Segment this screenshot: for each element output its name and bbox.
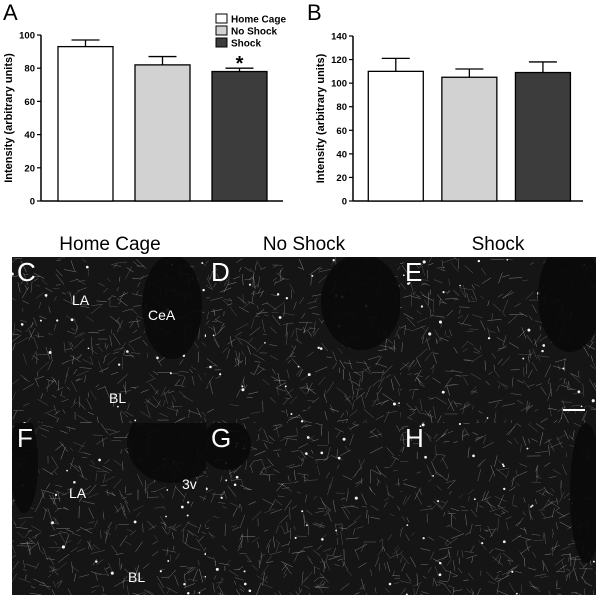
- panel-letter-c: C: [17, 257, 36, 287]
- micrograph-h: H: [400, 423, 596, 595]
- panel-letter-g: G: [211, 423, 232, 453]
- panel-letter-b: B: [307, 0, 322, 25]
- tissue-texture: [12, 423, 208, 595]
- y-tick-label: 20: [336, 173, 347, 184]
- micrograph-g: G: [206, 423, 402, 595]
- panel-letter-a: A: [3, 0, 18, 25]
- bar-chart-a: 0 20 40 60 80 100 Intensity (arbitrary units) *…: [3, 13, 286, 208]
- column-title-no-shock: No Shock: [262, 234, 346, 255]
- panel-letter-d: D: [211, 257, 230, 287]
- region-label-bl: BL: [128, 569, 146, 585]
- tissue-texture: [400, 257, 596, 429]
- dark-region: [321, 257, 401, 350]
- y-tick-label: 40: [24, 130, 35, 141]
- y-tick-label: 100: [331, 79, 347, 90]
- bar-no-shock: [441, 76, 498, 202]
- legend-label: Shock: [231, 39, 261, 50]
- significance-asterisk: *: [236, 53, 244, 75]
- dark-region: [142, 257, 202, 359]
- bar-shock: [514, 71, 572, 202]
- dark-region: [206, 423, 251, 470]
- panel-letter-f: F: [17, 423, 33, 453]
- y-tick-label: 60: [24, 97, 35, 108]
- legend-label: Home Cage: [231, 15, 286, 26]
- region-label-bl: BL: [109, 390, 127, 406]
- dark-region: [127, 423, 208, 483]
- region-label-la: LA: [72, 292, 90, 308]
- bar-home-cage: [57, 45, 114, 202]
- y-tick-label: 140: [331, 32, 347, 43]
- y-tick-label: 0: [30, 197, 35, 208]
- bar-chart-b: 0 20 40 60 80 100 120 140 Intensity (arbitrary u…: [315, 32, 583, 208]
- dark-region: [538, 257, 596, 352]
- bar-home-cage: [367, 70, 424, 202]
- legend-label: No Shock: [231, 27, 278, 38]
- bar-shock: [211, 70, 268, 202]
- scale-bar: [563, 409, 585, 411]
- y-tick-label: 80: [24, 64, 35, 75]
- legend-swatch: [215, 37, 228, 48]
- y-tick-label: 120: [331, 55, 347, 66]
- region-label-la: LA: [69, 485, 87, 501]
- region-label-3v: 3v: [182, 476, 197, 492]
- legend-swatch: [215, 13, 228, 24]
- dark-region: [570, 423, 596, 563]
- column-title-home-cage: Home Cage: [59, 234, 161, 255]
- panel-letter-e: E: [405, 257, 423, 287]
- column-title-shock: Shock: [471, 234, 525, 255]
- bar-no-shock: [134, 64, 191, 202]
- fiber-texture: [12, 257, 208, 429]
- legend-swatch: [215, 25, 228, 36]
- y-axis-label: Intensity (arbitrary units): [315, 53, 327, 183]
- tissue-texture: [206, 423, 402, 595]
- y-tick-label: 40: [336, 149, 347, 160]
- y-tick-label: 20: [24, 163, 35, 174]
- y-tick-label: 100: [19, 31, 35, 42]
- fiber-texture: [400, 423, 596, 595]
- y-tick-label: 60: [336, 126, 347, 137]
- micrograph-c: C LA CeA BL: [12, 257, 208, 429]
- tissue-texture: [206, 257, 402, 429]
- tissue-texture: [400, 423, 596, 595]
- tissue-texture: [12, 257, 208, 429]
- y-tick-label: 80: [336, 102, 347, 113]
- region-label-cea: CeA: [148, 307, 176, 323]
- micrograph-f: F LA 3v BL: [12, 423, 208, 595]
- micrograph-e: E: [400, 257, 596, 429]
- micrograph-d: D: [206, 257, 402, 429]
- fiber-texture: [206, 423, 402, 595]
- dark-region: [12, 423, 38, 513]
- panel-letter-h: H: [405, 423, 424, 453]
- y-axis-label: Intensity (arbitrary units): [3, 53, 15, 183]
- y-tick-label: 0: [342, 197, 347, 208]
